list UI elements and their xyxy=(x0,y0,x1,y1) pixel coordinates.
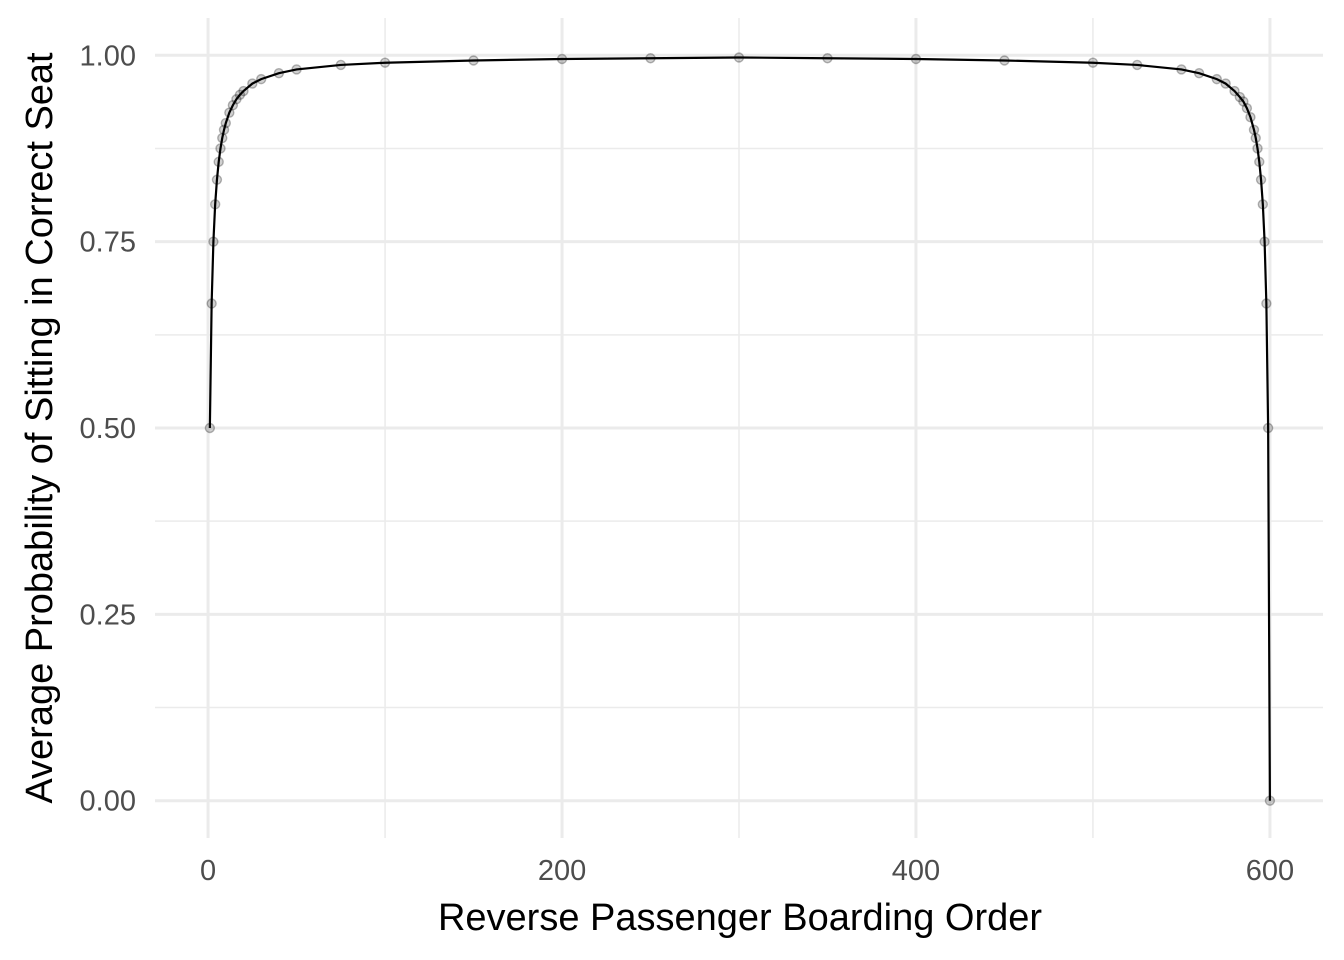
data-point xyxy=(224,107,235,118)
data-point xyxy=(556,53,568,65)
data-point xyxy=(910,53,922,65)
y-tick-label: 0.50 xyxy=(80,413,136,445)
data-point xyxy=(1176,64,1187,75)
data-point xyxy=(1255,174,1267,185)
data-point xyxy=(1229,85,1240,97)
data-point xyxy=(1234,91,1246,103)
data-point xyxy=(379,57,391,68)
data-point xyxy=(335,59,347,71)
data-point xyxy=(217,132,228,144)
data-point xyxy=(1262,422,1274,434)
data-point xyxy=(1220,78,1231,89)
data-point xyxy=(218,124,230,136)
data-point xyxy=(238,85,249,97)
data-point xyxy=(645,53,656,64)
data-point xyxy=(211,174,223,185)
data-point xyxy=(733,52,745,63)
data-point xyxy=(1264,795,1276,806)
data-point xyxy=(1087,57,1099,68)
x-axis-title: Reverse Passenger Boarding Order xyxy=(438,897,1042,939)
data-point xyxy=(220,117,231,129)
data-point xyxy=(1261,298,1272,309)
data-point xyxy=(255,73,267,85)
y-tick-labels: 0.00 0.25 0.50 0.75 1.00 xyxy=(80,40,136,817)
data-point xyxy=(1193,67,1205,79)
series-line xyxy=(208,56,1272,801)
x-tick-label: 0 xyxy=(200,855,216,887)
x-tick-label: 400 xyxy=(892,855,940,887)
data-point xyxy=(1131,59,1143,71)
data-point xyxy=(1211,73,1223,85)
data-point xyxy=(1241,102,1253,114)
data-point xyxy=(206,298,217,309)
data-point xyxy=(231,94,242,105)
data-point xyxy=(213,156,224,168)
data-point xyxy=(209,199,221,210)
major-gridlines xyxy=(155,18,1323,838)
data-point xyxy=(1250,132,1261,144)
data-point xyxy=(1257,199,1269,210)
y-axis-title: Average Probability of Sitting in Correc… xyxy=(19,52,61,804)
data-point xyxy=(291,64,302,75)
data-point xyxy=(215,143,226,154)
data-point xyxy=(247,78,258,89)
x-tick-label: 200 xyxy=(538,855,586,887)
data-point xyxy=(227,100,239,111)
y-tick-label: 0.75 xyxy=(80,227,136,259)
data-point xyxy=(1238,96,1249,107)
minor-gridlines xyxy=(155,18,1323,838)
x-tick-label: 600 xyxy=(1246,855,1294,887)
y-tick-label: 0.00 xyxy=(80,786,136,818)
data-point xyxy=(204,422,216,434)
data-point xyxy=(999,55,1010,66)
y-tick-label: 0.25 xyxy=(80,599,136,631)
data-point xyxy=(1254,156,1265,168)
data-point xyxy=(234,89,246,100)
series-layer xyxy=(204,52,1276,806)
data-point xyxy=(208,236,219,247)
data-point xyxy=(1245,111,1256,123)
y-tick-label: 1.00 xyxy=(80,40,136,72)
data-point xyxy=(822,53,833,64)
data-point xyxy=(1248,124,1260,136)
data-point xyxy=(468,55,479,66)
data-point xyxy=(1252,143,1263,154)
data-point xyxy=(1259,236,1270,247)
data-point xyxy=(273,67,285,79)
x-tick-labels: 0 200 400 600 xyxy=(200,855,1294,887)
